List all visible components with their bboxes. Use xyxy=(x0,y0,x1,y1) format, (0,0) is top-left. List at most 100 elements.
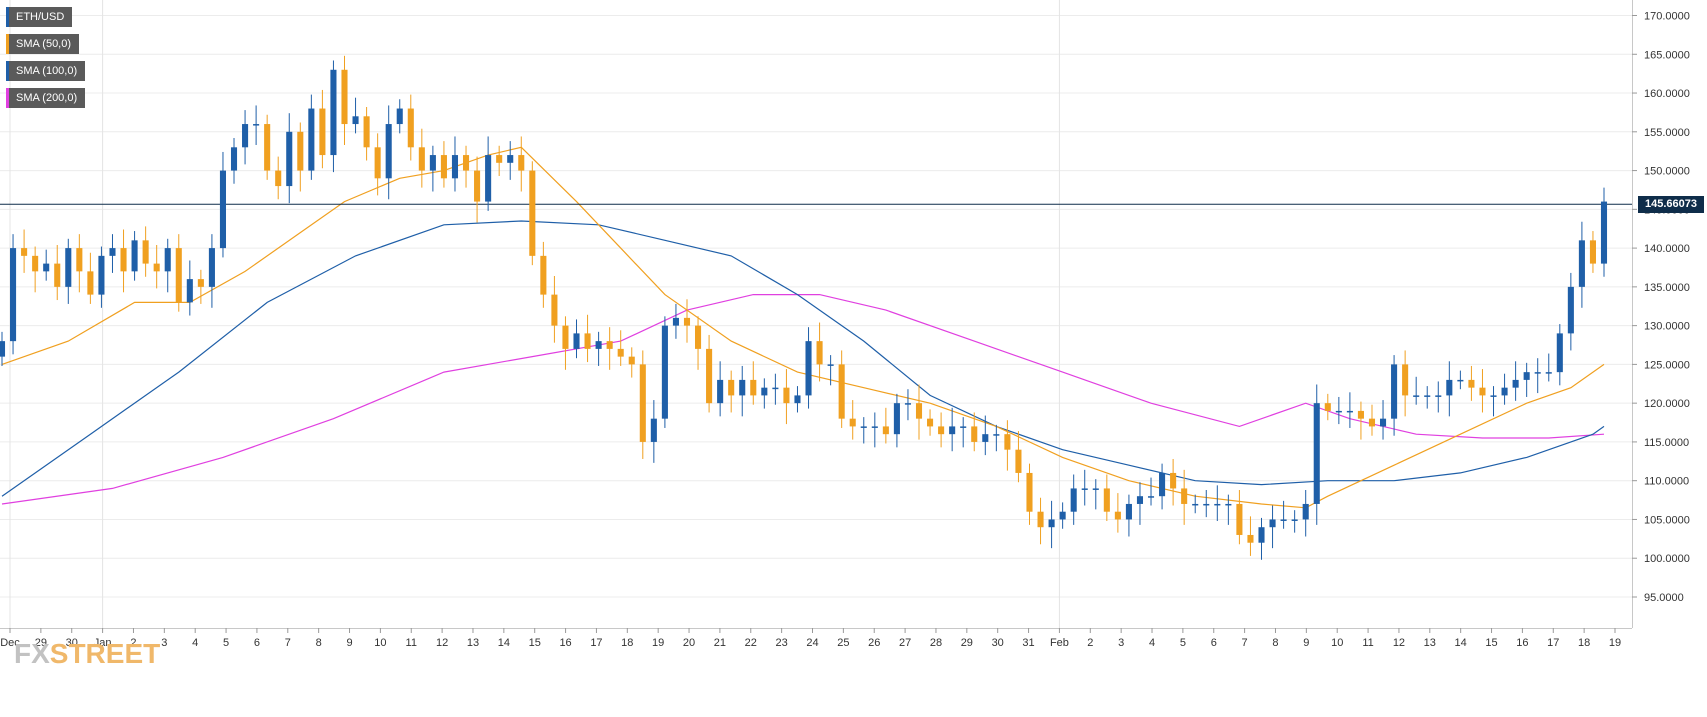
candle-body xyxy=(1391,364,1398,419)
candle-body xyxy=(993,434,1000,436)
x-tick-label: 17 xyxy=(590,637,602,649)
y-tick-label: 140.0000 xyxy=(1644,243,1690,255)
candle-body xyxy=(474,170,481,202)
y-tick-label: 110.0000 xyxy=(1644,476,1689,488)
candle-body xyxy=(1159,472,1166,497)
candle-body xyxy=(1589,240,1596,264)
candle-body xyxy=(1103,488,1110,512)
candle-body xyxy=(462,155,470,171)
y-tick-label: 105.0000 xyxy=(1644,514,1690,526)
candle-body xyxy=(1600,201,1608,264)
candle-body xyxy=(21,248,28,256)
x-tick-label: 9 xyxy=(1303,637,1309,649)
candle-body xyxy=(1545,372,1552,374)
y-tick-label: 155.0000 xyxy=(1644,127,1690,139)
x-tick-label: 5 xyxy=(223,637,229,649)
x-tick-label: 14 xyxy=(498,637,510,649)
y-tick-label: 135.0000 xyxy=(1644,282,1690,294)
candle-body xyxy=(1114,511,1121,520)
candle-body xyxy=(1026,472,1033,512)
x-tick-label: Dec xyxy=(0,637,20,649)
candle-body xyxy=(1048,519,1055,528)
x-tick-label: 13 xyxy=(467,637,479,649)
chart-legend: ETH/USD SMA (50,0) SMA (100,0) SMA (200,… xyxy=(6,7,86,115)
candle-body xyxy=(308,108,315,171)
x-tick-label: 10 xyxy=(1331,637,1343,649)
candle-body xyxy=(153,263,160,272)
x-tick-label: 15 xyxy=(1485,637,1497,649)
x-tick-label: 4 xyxy=(192,637,198,649)
legend-sma-50[interactable]: SMA (50,0) xyxy=(6,34,80,54)
x-tick-label: 23 xyxy=(776,637,788,649)
candle-body xyxy=(1556,333,1563,373)
candle-body xyxy=(363,116,370,148)
candle-body xyxy=(949,426,956,435)
candle-body xyxy=(286,131,293,187)
candle-body xyxy=(1523,372,1530,380)
candle-body xyxy=(783,387,790,404)
x-tick-label: 30 xyxy=(66,637,78,649)
x-tick-label: 11 xyxy=(1362,637,1373,649)
legend-label: SMA (100,0) xyxy=(16,65,78,77)
candle-body xyxy=(695,325,702,349)
candle-body xyxy=(1192,503,1199,506)
candle-body xyxy=(330,69,337,156)
candle-body xyxy=(341,69,348,125)
candle-body xyxy=(1092,488,1099,490)
candle-body xyxy=(794,395,801,404)
x-tick-label: 29 xyxy=(35,637,47,649)
candle-body xyxy=(816,341,823,365)
fxstreet-logo: FXSTREET xyxy=(14,638,160,670)
x-tick-label: 19 xyxy=(1609,637,1621,649)
candle-body xyxy=(120,248,127,272)
candle-body xyxy=(1203,503,1210,506)
candle-body xyxy=(772,387,779,390)
candle-body xyxy=(1004,434,1011,450)
candle-body xyxy=(219,170,227,249)
candle-body xyxy=(1136,496,1144,504)
candle-body xyxy=(65,248,72,287)
sma-100-line xyxy=(1,220,1605,497)
candle-body xyxy=(208,248,215,287)
x-tick-label: 3 xyxy=(1118,637,1124,649)
x-tick-label: 16 xyxy=(559,637,571,649)
x-tick-label: 20 xyxy=(683,637,695,649)
candle-body xyxy=(1578,240,1585,287)
x-tick-label: 24 xyxy=(806,637,818,649)
candle-body xyxy=(1379,418,1387,427)
candle-body xyxy=(1147,496,1155,498)
y-tick-label: 115.0000 xyxy=(1644,437,1689,449)
x-tick-label: 19 xyxy=(652,637,664,649)
candle-body xyxy=(1214,503,1221,506)
candle-body xyxy=(617,348,624,357)
sma-50-line xyxy=(1,146,1605,509)
x-tick-label: 7 xyxy=(285,637,291,649)
candle-body xyxy=(485,155,492,202)
x-tick-label: 9 xyxy=(346,637,352,649)
legend-sma-100[interactable]: SMA (100,0) xyxy=(6,61,86,81)
candle-body xyxy=(805,341,812,396)
candle-body xyxy=(440,155,447,179)
legend-eth-usd[interactable]: ETH/USD xyxy=(6,7,73,27)
candle-body xyxy=(230,147,238,171)
candle-body xyxy=(562,325,569,349)
candle-body xyxy=(606,341,613,349)
candle-body xyxy=(540,255,547,295)
candle-body xyxy=(1457,379,1464,382)
candle-body xyxy=(0,341,6,357)
x-tick-label: 8 xyxy=(316,637,322,649)
x-tick-label: 11 xyxy=(406,637,417,649)
candle-body xyxy=(429,155,436,171)
candle-body xyxy=(1302,503,1309,520)
candle-body xyxy=(838,364,845,419)
candle-body xyxy=(1368,418,1376,427)
legend-sma-200[interactable]: SMA (200,0) xyxy=(6,88,86,108)
candle-body xyxy=(507,155,514,163)
candle-body xyxy=(87,271,94,295)
candle-body xyxy=(1037,511,1044,528)
y-tick-label: 120.0000 xyxy=(1644,398,1690,410)
x-tick-label: 29 xyxy=(961,637,973,649)
candle-body xyxy=(1225,503,1232,506)
candle-body xyxy=(1236,503,1243,535)
